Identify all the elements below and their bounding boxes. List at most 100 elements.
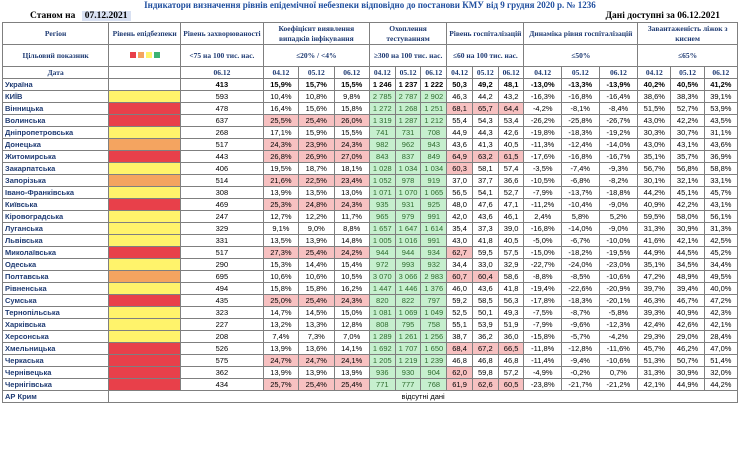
hosp-dyn-value: -9,6% xyxy=(561,318,600,331)
level-indicator xyxy=(108,282,182,295)
hosp-value: 64,4 xyxy=(497,102,525,115)
oxygen-value: 45,1% xyxy=(670,186,705,199)
date-header-cell: 05.12 xyxy=(561,66,600,79)
hosp-value: 50,1 xyxy=(471,306,499,319)
table-row: Харківська 227 13,2% 13,3% 12,8% 808 795 758 55,… xyxy=(1,318,739,331)
hosp-dyn-value: -0,2% xyxy=(561,366,600,379)
hosp-dyn-value: -16,4% xyxy=(598,90,639,103)
table-row: Хмельницька 526 13,9% 13,6% 14,1% 1 692 1 707 1… xyxy=(1,342,739,355)
detection-value: 15,5% xyxy=(333,126,370,139)
detection-value: 25,4% xyxy=(298,378,335,391)
incidence-value: 517 xyxy=(180,138,264,151)
oxygen-value: 56,7% xyxy=(637,162,672,175)
hosp-value: 67,2 xyxy=(471,342,499,355)
date-level xyxy=(108,66,182,79)
level-indicator xyxy=(108,174,182,187)
hosp-dyn-value: -16,3% xyxy=(523,90,563,103)
level-indicator xyxy=(108,126,182,139)
incidence-value: 695 xyxy=(180,270,264,283)
hosp-dyn-value: -10,5% xyxy=(523,174,563,187)
hosp-dyn-value: -10,6% xyxy=(598,354,639,367)
header-incidence: Рівень захворюваності xyxy=(180,22,264,45)
hosp-value: 57,4 xyxy=(497,162,525,175)
hosp-dyn-value: -8,8% xyxy=(523,270,563,283)
hosp-value: 32,9 xyxy=(497,258,525,271)
table-row: Закарпатська 406 19,5% 18,7% 18,1% 1 028 1 034… xyxy=(1,162,739,175)
detection-value: 25,4% xyxy=(298,246,335,259)
hosp-value: 37,7 xyxy=(471,174,499,187)
hosp-value: 43,6 xyxy=(471,210,499,223)
detection-value: 24,3% xyxy=(333,294,370,307)
oxygen-value: 45,7% xyxy=(703,186,739,199)
date-header-cell: 05.12 xyxy=(298,66,335,79)
oxygen-value: 28,4% xyxy=(703,330,739,343)
detection-value: 13,9% xyxy=(262,342,300,355)
level-indicator xyxy=(108,270,182,283)
incidence-value: 208 xyxy=(180,330,264,343)
region-name: Україна xyxy=(1,78,110,91)
level-indicator xyxy=(108,342,182,355)
testing-value: 1 289 xyxy=(368,330,396,343)
hosp-dyn-value: -23,0% xyxy=(598,258,639,271)
testing-value: 1 071 xyxy=(368,186,396,199)
table-row: Чернігівська 434 25,7% 25,4% 25,4% 771 777 768 6… xyxy=(1,378,739,391)
hosp-dyn-value: -17,6% xyxy=(523,150,563,163)
detection-value: 9,1% xyxy=(262,222,300,235)
oxygen-value: 44,5% xyxy=(670,246,705,259)
hosp-dyn-value: -8,1% xyxy=(561,102,600,115)
region-name: Кіровоградська xyxy=(1,210,110,223)
hosp-value: 54,1 xyxy=(471,186,499,199)
hosp-dyn-value: -3,5% xyxy=(523,162,563,175)
oxygen-value: 42,4% xyxy=(637,318,672,331)
hosp-dyn-value: 2,4% xyxy=(523,210,563,223)
testing-value: 904 xyxy=(420,366,448,379)
oxygen-value: 42,2% xyxy=(670,114,705,127)
incidence-value: 362 xyxy=(180,366,264,379)
oxygen-value: 41,2% xyxy=(703,78,739,91)
hosp-value: 57,5 xyxy=(497,246,525,259)
table-row: Миколаївська 517 27,3% 25,4% 24,2% 944 944 934 6… xyxy=(1,246,739,259)
testing-value: 741 xyxy=(368,126,396,139)
hosp-value: 44,2 xyxy=(471,90,499,103)
testing-value: 1 049 xyxy=(420,306,448,319)
region-name: Чернігівська xyxy=(1,378,110,391)
detection-value: 15,6% xyxy=(298,102,335,115)
oxygen-value: 51,3% xyxy=(637,354,672,367)
hosp-dyn-value: -8,5% xyxy=(561,270,600,283)
region-name: Харківська xyxy=(1,318,110,331)
oxygen-value: 40,0% xyxy=(703,282,739,295)
testing-value: 931 xyxy=(394,198,422,211)
hosp-dyn-value: -20,9% xyxy=(598,282,639,295)
detection-value: 23,9% xyxy=(298,138,335,151)
testing-value: 1 065 xyxy=(420,186,448,199)
hosp-dyn-value: -16,8% xyxy=(523,222,563,235)
level-indicator xyxy=(108,90,182,103)
oxygen-value: 35,1% xyxy=(637,258,672,271)
detection-value: 13,2% xyxy=(262,318,300,331)
detection-value: 15,8% xyxy=(298,282,335,295)
detection-value: 15,4% xyxy=(333,258,370,271)
hosp-dyn-value: -5,8% xyxy=(598,306,639,319)
hosp-dyn-value: -14,0% xyxy=(561,222,600,235)
testing-value: 1 034 xyxy=(420,162,448,175)
hosp-value: 59,5 xyxy=(471,246,499,259)
legend-orange-swatch xyxy=(137,51,144,58)
level-indicator xyxy=(108,354,182,367)
hosp-value: 63,2 xyxy=(471,150,499,163)
region-name: Чернівецька xyxy=(1,366,110,379)
oxygen-value: 44,9% xyxy=(670,378,705,391)
detection-value: 14,7% xyxy=(262,306,300,319)
detection-value: 21,6% xyxy=(262,174,300,187)
oxygen-value: 56,1% xyxy=(703,210,739,223)
hosp-value: 46,3 xyxy=(446,90,473,103)
oxygen-value: 29,3% xyxy=(637,330,672,343)
hosp-dyn-value: -10,6% xyxy=(598,270,639,283)
hosp-dyn-value: -13,9% xyxy=(598,78,639,91)
hosp-dyn-value: -22,6% xyxy=(561,282,600,295)
oxygen-value: 30,1% xyxy=(637,174,672,187)
detection-value: 25,4% xyxy=(298,114,335,127)
oxygen-value: 47,0% xyxy=(703,342,739,355)
oxygen-value: 38,6% xyxy=(637,90,672,103)
oxygen-value: 43,1% xyxy=(670,138,705,151)
testing-value: 1 376 xyxy=(420,282,448,295)
